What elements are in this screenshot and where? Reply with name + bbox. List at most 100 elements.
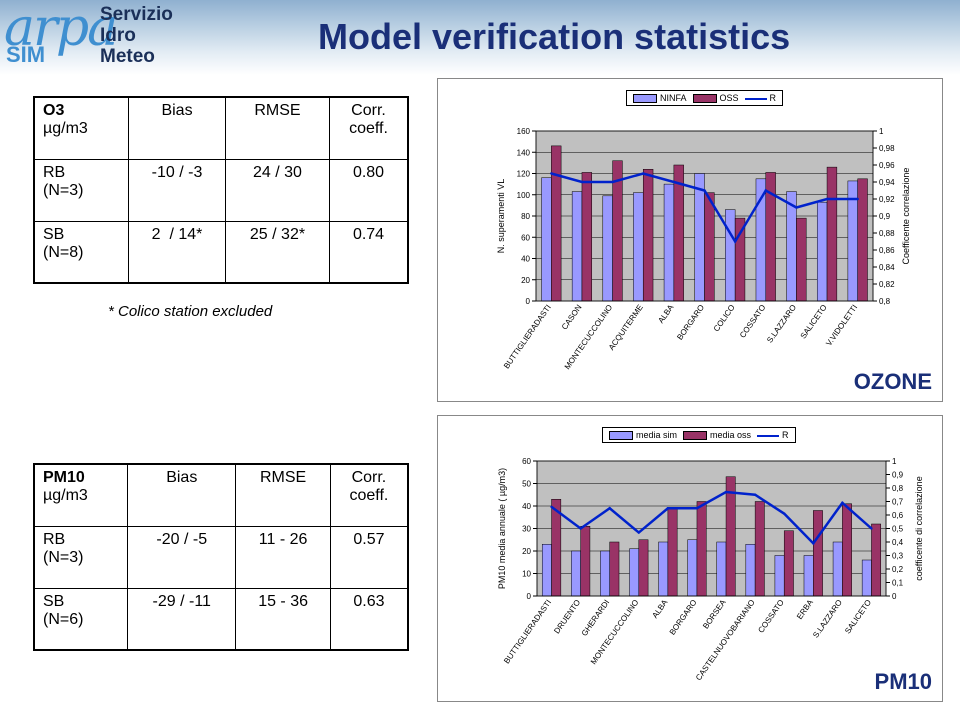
service-line: Idro [100, 25, 136, 46]
y-tick-label: 20 [522, 547, 531, 556]
table-cell: 15 - 36 [235, 587, 331, 651]
bar-model [541, 177, 552, 302]
bar-model [694, 173, 705, 302]
table-header-row: O3 µg/m3 Bias RMSE Corr. coeff. [33, 96, 409, 160]
correlation-point [666, 507, 670, 510]
y2-tick-label: 0,3 [892, 552, 904, 561]
page-title: Model verification statistics [318, 16, 791, 57]
y-axis-label: N. superamenti VL [496, 179, 506, 254]
y2-tick-label: 1 [892, 457, 897, 466]
y2-tick-label: 0 [892, 592, 897, 601]
correlation-point [733, 240, 737, 243]
plot-border [536, 460, 887, 597]
chart-label: PM10 [874, 669, 932, 694]
service-name: Servizio Idro Meteo [100, 4, 173, 67]
y2-tick-label: 0,4 [892, 538, 904, 547]
y-tick-label: 0 [527, 592, 532, 601]
bar-obs [551, 145, 562, 302]
pm10-chart: 0 10 20 30 40 50 60 0 0,1 0,2 0,3 0,4 0,5 0,6 0,7 0,8 0,… [497, 457, 924, 682]
x-tick-label: BUTTIGLIERADASTI [502, 303, 553, 370]
bar-obs [580, 526, 591, 597]
table-row: SB (N=8) 2 / 14* 25 / 32* 0.74 [33, 220, 409, 284]
bar-obs [642, 169, 654, 302]
pm10-stats-table: PM10 µg/m3 Bias RMSE Corr. coeff. RB (N=3)… [33, 463, 409, 651]
bar-model [745, 544, 756, 597]
y-axis-label: PM10 media annuale ( µg/m3) [497, 468, 507, 589]
table-cell: SB (N=8) [33, 220, 130, 284]
legend-item: NINFA [633, 93, 687, 104]
table-cell: -29 / -11 [127, 587, 237, 651]
pm10-chart-panel: 0 10 20 30 40 50 60 0 0,1 0,2 0,3 0,4 0,5 0,6 0,7 0,8 0,… [437, 415, 943, 702]
table-cell: 11 - 26 [235, 525, 331, 589]
y-tick-label: 60 [522, 457, 531, 466]
bar-obs [725, 476, 736, 597]
bar-obs [734, 217, 746, 302]
legend-item: media oss [683, 430, 751, 441]
x-tick-label: SALICETO [799, 303, 829, 340]
ozone-stats-table: O3 µg/m3 Bias RMSE Corr. coeff. RB (N=3) -… [33, 96, 409, 284]
x-tick-label: COSSATO [756, 598, 785, 635]
y2-tick-label: 1 [879, 127, 884, 136]
table-header-row: PM10 µg/m3 Bias RMSE Corr. coeff. [33, 463, 409, 527]
bar-model [541, 544, 552, 597]
x-tick-label: DRUENTO [552, 598, 582, 635]
logo-text: arpa [4, 0, 118, 58]
bar-model [663, 183, 675, 302]
correlation-point [580, 180, 584, 184]
chart-label: OZONE [853, 369, 932, 394]
bar-model [816, 201, 828, 302]
correlation-point [812, 542, 815, 545]
y2-tick-label: 0,2 [892, 565, 904, 574]
correlation-point [672, 180, 676, 184]
table-header-cell: Corr. coeff. [329, 96, 409, 160]
y-tick-label: 40 [522, 502, 531, 511]
table-header-cell: Corr. coeff. [329, 463, 409, 527]
y-tick-label: 140 [517, 148, 531, 157]
chart-legend: NINFA OSS R [626, 90, 784, 107]
y2-axis-label: coefficente di correlazione [914, 476, 924, 580]
y-tick-label: 60 [521, 233, 530, 242]
y-tick-label: 160 [517, 127, 531, 136]
y-tick-label: 120 [517, 170, 531, 179]
x-tick-label: BORSEA [701, 597, 728, 630]
y2-tick-label: 0,96 [879, 161, 895, 170]
table-cell: RB (N=3) [33, 158, 130, 222]
table-cell: -20 / -5 [127, 525, 237, 589]
bar-model [571, 191, 583, 302]
bar-model [774, 555, 785, 597]
correlation-point [579, 527, 582, 530]
table-header-cell: Bias [128, 96, 226, 160]
legend-item: R [757, 430, 789, 440]
correlation-point [695, 507, 699, 510]
table-row: SB (N=6) -29 / -11 15 - 36 0.63 [33, 587, 409, 651]
table-header-cell: O3 µg/m3 [33, 96, 130, 160]
x-tick-label: ALBA [650, 597, 669, 619]
correlation-point [753, 493, 757, 496]
bar-obs [783, 530, 794, 597]
y2-tick-label: 0,88 [879, 229, 895, 238]
x-tick-label: ALBA [656, 302, 675, 324]
service-line: Meteo [100, 46, 155, 67]
bar-model [832, 541, 843, 597]
bar-model [861, 559, 872, 597]
y-tick-label: 0 [526, 297, 531, 306]
correlation-point [642, 172, 645, 175]
legend-item: OSS [692, 93, 739, 104]
table-header-cell: PM10 µg/m3 [33, 463, 129, 527]
table-row: RB (N=3) -20 / -5 11 - 26 0.57 [33, 525, 409, 589]
y-tick-label: 10 [522, 570, 531, 579]
y2-tick-label: 0,84 [879, 263, 895, 272]
bar-model [571, 550, 581, 597]
bar-model [629, 548, 640, 597]
y-tick-label: 80 [521, 212, 530, 221]
bar-obs [857, 178, 868, 302]
y2-tick-label: 0,98 [879, 144, 895, 153]
ozone-chart: 0 20 40 60 80 100 120 140 160 0,8 0,82 0,84 0,86 0,88… [496, 127, 911, 371]
x-tick-label: GHERARDI [580, 598, 612, 638]
bar-model [725, 209, 736, 302]
table-header-cell: RMSE [224, 96, 331, 160]
y2-tick-label: 0,1 [892, 579, 904, 588]
y2-tick-label: 0,9 [892, 471, 904, 480]
y-tick-label: 20 [521, 276, 530, 285]
y2-tick-label: 0,6 [892, 511, 904, 520]
